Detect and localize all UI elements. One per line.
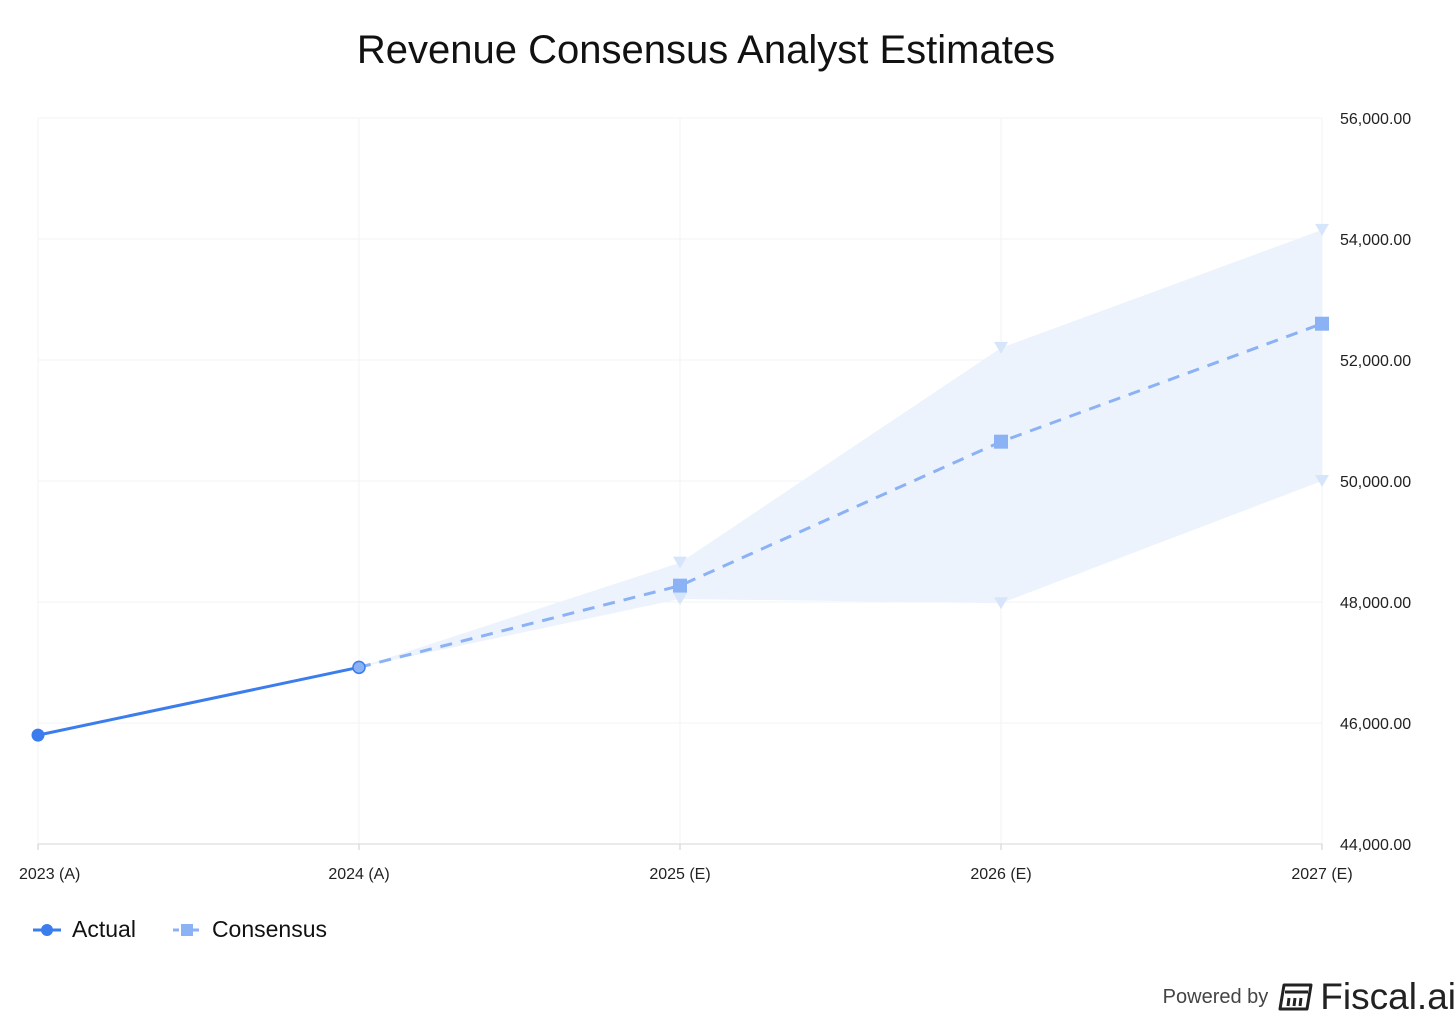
data-point-consensus [1315,316,1329,331]
y-tick-label: 54,000.00 [1340,232,1411,249]
y-tick-label: 56,000.00 [1340,111,1411,128]
high-estimate-marker [994,341,1008,354]
y-tick-label: 52,000.00 [1340,353,1411,370]
series-line-consensus [358,322,1323,669]
fiscal-logo-icon [1278,983,1313,1011]
x-tick-label: 2023 (A) [19,866,80,883]
high-estimate-marker [1315,223,1329,236]
series-layer [31,316,1329,742]
x-tick-label: 2027 (E) [1291,866,1352,883]
y-tick-label: 50,000.00 [1340,474,1411,491]
data-point-consensus [673,578,687,593]
legend-consensus-label: Consensus [211,916,328,942]
chart-title: Revenue Consensus Analyst Estimates [356,28,1056,72]
powered-by: Powered by Fiscal.ai [1163,976,1456,1018]
legend-item-actual[interactable]: Actual [32,916,136,943]
data-point-consensus [994,434,1008,449]
legend-actual-icon [33,923,61,936]
brand-name: Fiscal.ai [1320,976,1456,1017]
low-estimate-marker [994,597,1008,610]
axis-layer: 44,000.00 46,000.00 48,000.00 50,000.00 52,0… [19,111,1411,883]
legend-item-consensus[interactable]: Consensus [172,916,327,943]
low-estimate-marker [673,592,687,605]
data-point-junction [352,660,366,675]
legend-consensus-icon [172,923,201,936]
x-tick-label: 2024 (A) [328,866,389,883]
legend: Actual Consensus [32,916,327,943]
y-tick-label: 44,000.00 [1340,837,1411,854]
brand-link[interactable]: Fiscal.ai [1278,976,1456,1018]
high-estimate-marker [673,556,687,569]
legend-actual-label: Actual [72,916,136,942]
range-band-layer [359,223,1329,668]
data-point-actual [31,728,45,742]
estimate-range-band [359,229,1322,668]
y-tick-label: 48,000.00 [1340,595,1411,612]
powered-by-text: Powered by [1162,985,1269,1008]
x-tick-label: 2026 (E) [970,866,1031,883]
series-line-actual [37,665,360,737]
x-tick-label: 2025 (E) [649,866,710,883]
low-estimate-marker [1315,475,1329,487]
y-tick-label: 46,000.00 [1340,716,1411,733]
